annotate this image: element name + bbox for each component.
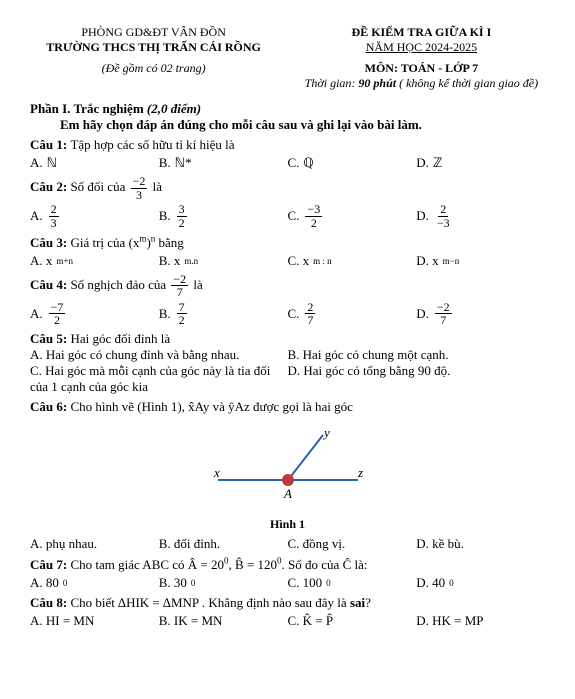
q1-options: A. ℕ B. ℕ* C. ℚ D. ℤ — [30, 155, 545, 171]
question-3: Câu 3: Giá trị của (xm)n bằng A. xm+n B.… — [30, 233, 545, 268]
q3-opt-b: B. xm.n — [159, 253, 288, 269]
q5-options: A. Hai góc có chung đỉnh và bằng nhau. B… — [30, 347, 545, 395]
exam-header: PHÒNG GD&ĐT VÂN ĐỒN TRƯỜNG THCS THỊ TRẤN… — [30, 25, 545, 55]
q7-opt-b: B. 300 — [159, 575, 288, 591]
q3-opt-a: A. xm+n — [30, 253, 159, 269]
question-4: Câu 4: Số nghịch đảo của −27 là A. −72 B… — [30, 273, 545, 327]
q4-options: A. −72 B. 72 C. 27 D. −27 — [30, 301, 545, 327]
q2-opt-b: B. 32 — [159, 203, 288, 229]
subject-time: MÔN: TOÁN - LỚP 7 Thời gian: 90 phút ( k… — [298, 61, 545, 91]
q8-opt-a: A. HI = MN — [30, 613, 159, 629]
label-a: A — [283, 486, 292, 501]
q6-options: A. phụ nhau. B. đối đỉnh. C. đồng vị. D.… — [30, 536, 545, 552]
label-x: x — [213, 465, 220, 480]
q6-opt-b: B. đối đỉnh. — [159, 536, 288, 552]
q8-opt-c: C. K̂ = P̂ — [288, 613, 417, 629]
part-title: Phần I. Trắc nghiệm (2,0 điểm) — [30, 101, 545, 117]
question-1: Câu 1: Tập hợp các số hữu tỉ kí hiệu là … — [30, 137, 545, 171]
header-right: ĐỀ KIỂM TRA GIỮA KÌ I NĂM HỌC 2024-2025 — [298, 25, 545, 55]
q2-opt-a: A. 23 — [30, 203, 159, 229]
instructions: Em hãy chọn đáp án đúng cho mỗi câu sau … — [60, 117, 545, 133]
q8-options: A. HI = MN B. IK = MN C. K̂ = P̂ D. HK =… — [30, 613, 545, 629]
q2-opt-d: D. 2−3 — [416, 203, 545, 229]
q1-opt-a: A. ℕ — [30, 155, 159, 171]
exam-title: ĐỀ KIỂM TRA GIỮA KÌ I — [298, 25, 545, 40]
q6-opt-d: D. kề bù. — [416, 536, 545, 552]
q4-opt-d: D. −27 — [416, 301, 545, 327]
question-6: Câu 6: Cho hình vẽ (Hình 1), x̂Ay và ŷAz… — [30, 399, 545, 415]
header-left: PHÒNG GD&ĐT VÂN ĐỒN TRƯỜNG THCS THỊ TRẤN… — [30, 25, 277, 55]
figure-1: x y z A Hình 1 — [30, 425, 545, 532]
q3-options: A. xm+n B. xm.n C. xm : n D. xm−n — [30, 253, 545, 269]
figure-caption: Hình 1 — [30, 517, 545, 532]
question-2: Câu 2: Số đối của −23 là A. 23 B. 32 C. … — [30, 175, 545, 229]
q5-opt-d: D. Hai góc có tổng bằng 90 độ. — [288, 363, 546, 395]
label-y: y — [322, 425, 330, 440]
q7-opt-c: C. 1000 — [288, 575, 417, 591]
q4-opt-c: C. 27 — [288, 301, 417, 327]
q2-opt-c: C. −32 — [288, 203, 417, 229]
q6-opt-a: A. phụ nhau. — [30, 536, 159, 552]
q1-opt-b: B. ℕ* — [159, 155, 288, 171]
school-year: NĂM HỌC 2024-2025 — [298, 40, 545, 55]
q4-opt-a: A. −72 — [30, 301, 159, 327]
q7-opt-d: D. 400 — [416, 575, 545, 591]
q2-options: A. 23 B. 32 C. −32 D. 2−3 — [30, 203, 545, 229]
question-7: Câu 7: Cho tam giác ABC có Â = 200, B̂ =… — [30, 556, 545, 591]
page-count: (Đề gồm có 02 trang) — [30, 61, 277, 91]
q4-opt-b: B. 72 — [159, 301, 288, 327]
angle-diagram: x y z A — [208, 425, 368, 515]
dept-name: PHÒNG GD&ĐT VÂN ĐỒN — [30, 25, 277, 40]
q7-options: A. 800 B. 300 C. 1000 D. 400 — [30, 575, 545, 591]
q3-opt-c: C. xm : n — [288, 253, 417, 269]
time-limit: Thời gian: 90 phút ( không kể thời gian … — [298, 76, 545, 91]
question-8: Câu 8: Cho biết ∆HIK = ∆MNP . Khẳng định… — [30, 595, 545, 629]
q5-opt-c: C. Hai góc mà mỗi cạnh của góc này là ti… — [30, 363, 288, 395]
q6-opt-c: C. đồng vị. — [288, 536, 417, 552]
q8-opt-b: B. IK = MN — [159, 613, 288, 629]
label-z: z — [357, 465, 363, 480]
q8-opt-d: D. HK = MP — [416, 613, 545, 629]
q7-opt-a: A. 800 — [30, 575, 159, 591]
q1-opt-d: D. ℤ — [416, 155, 545, 171]
q3-opt-d: D. xm−n — [416, 253, 545, 269]
subject: MÔN: TOÁN - LỚP 7 — [298, 61, 545, 76]
q5-opt-a: A. Hai góc có chung đỉnh và bằng nhau. — [30, 347, 288, 363]
school-name: TRƯỜNG THCS THỊ TRẤN CÁI RỒNG — [30, 40, 277, 55]
q5-opt-b: B. Hai góc có chung một cạnh. — [288, 347, 546, 363]
sub-header: (Đề gồm có 02 trang) MÔN: TOÁN - LỚP 7 T… — [30, 61, 545, 91]
q1-opt-c: C. ℚ — [288, 155, 417, 171]
question-5: Câu 5: Hai góc đối đỉnh là A. Hai góc có… — [30, 331, 545, 395]
